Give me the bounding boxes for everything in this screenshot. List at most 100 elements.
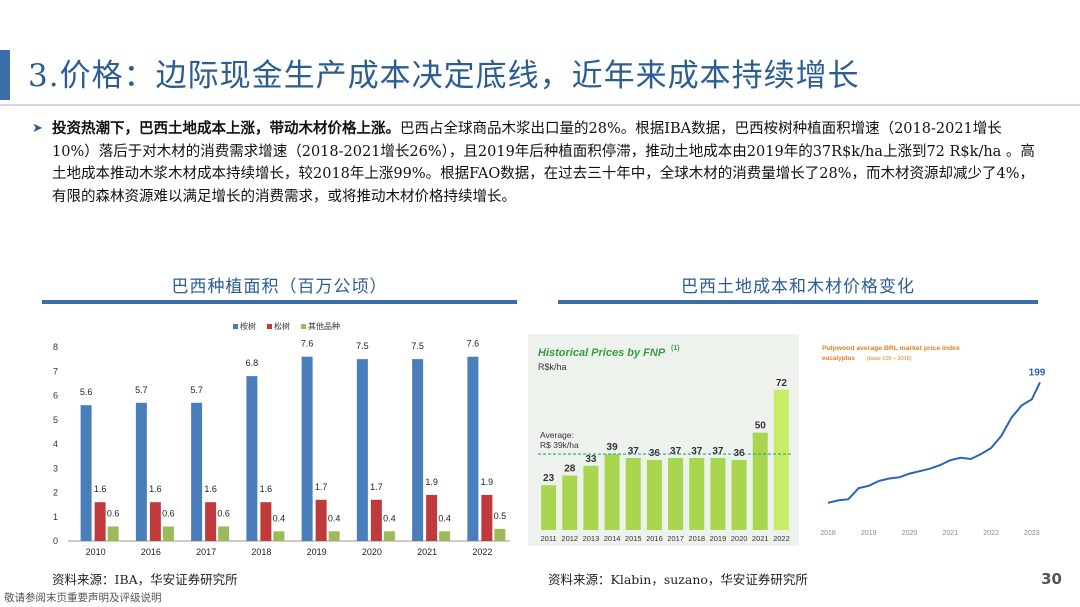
data-label: 1.6 (260, 484, 273, 494)
right-source: 资料来源：Klabin，suzano，华安证券研究所 (548, 572, 808, 587)
bar-其他品种-2020 (383, 531, 395, 541)
bar-桉树-2020 (356, 359, 368, 541)
y-tick-label: 2 (53, 488, 58, 498)
fnp-data-label: 23 (543, 473, 555, 484)
y-tick-label: 8 (53, 342, 58, 352)
pulpwood-index-chart: Pulpwood average BRL market price index e… (820, 345, 1046, 537)
body-lead: 投资热潮下，巴西土地成本上涨，带动木材价格上涨。 (52, 120, 400, 137)
legend-label: 松树 (274, 321, 290, 331)
index-end-label: 199 (1029, 367, 1046, 378)
y-tick-label: 7 (53, 366, 58, 376)
y-tick-label: 1 (53, 512, 58, 522)
x-tick-label: 2018 (251, 547, 271, 557)
body-paragraph: ➤ 投资热潮下，巴西土地成本上涨，带动木材价格上涨。巴西占全球商品木浆出口量的2… (32, 118, 1037, 208)
fnp-bar-2013 (583, 465, 599, 530)
data-label: 1.9 (425, 477, 438, 487)
bar-桉树-2016 (135, 402, 147, 541)
fnp-data-label: 37 (628, 446, 640, 457)
fnp-data-label: 36 (734, 448, 746, 459)
page-number: 30 (1041, 570, 1062, 588)
x-tick-label: 2020 (362, 547, 382, 557)
data-label: 0.4 (438, 513, 451, 523)
bar-桉树-2022 (467, 356, 479, 541)
y-tick-label: 4 (53, 439, 58, 449)
fnp-data-label: 72 (776, 378, 788, 389)
fnp-data-label: 36 (649, 448, 661, 459)
data-label: 1.7 (370, 482, 383, 492)
bar-其他品种-2022 (494, 528, 506, 541)
fnp-x-tick-label: 2011 (541, 534, 557, 543)
x-tick-label: 2010 (86, 547, 106, 557)
data-label: 1.6 (94, 484, 107, 494)
fnp-bar-2014 (604, 454, 620, 530)
fnp-data-label: 50 (755, 421, 767, 432)
data-label: 0.4 (383, 513, 396, 523)
index-x-tick-label: 2023 (1024, 530, 1040, 537)
y-tick-label: 6 (53, 391, 58, 401)
y-tick-label: 3 (53, 463, 58, 473)
bar-桉树-2010 (80, 405, 92, 541)
fnp-chart-title: Historical Prices by FNP (538, 347, 666, 359)
index-x-tick-label: 2022 (983, 530, 999, 537)
fnp-unit-label: R$k/ha (538, 362, 567, 372)
x-tick-label: 2022 (472, 547, 492, 557)
legend-label: 桉树 (240, 321, 256, 331)
bar-其他品种-2018 (273, 531, 285, 541)
index-chart-subtitle: eucalyptus (822, 355, 855, 362)
data-label: 7.5 (356, 341, 369, 351)
fnp-x-tick-label: 2018 (688, 534, 705, 543)
data-label: 0.6 (107, 508, 120, 518)
right-section-rule (558, 300, 1038, 304)
fnp-x-tick-label: 2022 (773, 534, 790, 543)
fnp-bar-2018 (689, 457, 705, 530)
planted-area-chart: 0 1 2 3 4 5 6 7 8 5.6 1.6 0.6 2010 5.7 1.6 0.6 2016 5.7 1.… (53, 321, 510, 557)
left-section-title: 巴西种植面积（百万公顷） (171, 277, 388, 297)
bar-桉树-2019 (301, 356, 313, 541)
data-label: 7.6 (301, 339, 314, 349)
legend-swatch (301, 324, 306, 329)
fnp-bar-2022 (773, 389, 789, 530)
bar-其他品种-2016 (162, 526, 174, 541)
bar-松树-2021 (426, 494, 438, 541)
index-x-tick-label: 2018 (820, 530, 836, 537)
fnp-x-tick-label: 2016 (646, 534, 663, 543)
bar-其他品种-2010 (107, 526, 119, 541)
bar-桉树-2017 (191, 402, 203, 541)
data-label: 0.6 (162, 508, 175, 518)
right-section-title: 巴西土地成本和木材价格变化 (681, 277, 915, 297)
data-label: 5.7 (135, 385, 148, 395)
bar-松树-2018 (260, 502, 272, 541)
bar-其他品种-2021 (439, 531, 451, 541)
fnp-data-label: 37 (670, 446, 682, 457)
footer-disclaimer: 敬请参阅末页重要声明及评级说明 (4, 592, 162, 604)
bar-松树-2020 (370, 499, 382, 541)
data-label: 0.4 (273, 513, 286, 523)
bar-松树-2022 (481, 494, 493, 541)
page-title: 3.价格：边际现金生产成本决定底线，近年来成本持续增长 (28, 58, 860, 94)
fnp-data-label: 39 (607, 442, 619, 453)
bar-松树-2017 (205, 502, 217, 541)
bar-松树-2010 (94, 502, 106, 541)
bar-其他品种-2019 (328, 531, 340, 541)
fnp-bar-2016 (646, 459, 662, 530)
data-label: 0.5 (494, 511, 507, 521)
index-chart-title: Pulpwood average BRL market price index (822, 345, 960, 352)
data-label: 7.5 (411, 341, 424, 351)
fnp-x-tick-label: 2020 (731, 534, 748, 543)
triangle-right-icon: ➤ (32, 121, 43, 136)
fnp-bar-2012 (562, 475, 578, 530)
fnp-x-tick-label: 2019 (710, 534, 727, 543)
fnp-data-label: 28 (564, 463, 576, 474)
fnp-data-label: 37 (712, 446, 724, 457)
fnp-x-tick-label: 2017 (667, 534, 684, 543)
index-x-tick-label: 2020 (902, 530, 918, 537)
fnp-bar-2020 (731, 459, 747, 530)
fnp-bar-2017 (668, 457, 684, 530)
bar-桉树-2021 (412, 359, 424, 541)
data-label: 6.8 (246, 358, 259, 368)
data-label: 1.6 (204, 484, 217, 494)
x-tick-label: 2016 (141, 547, 161, 557)
x-tick-label: 2021 (417, 547, 437, 557)
fnp-x-tick-label: 2012 (561, 534, 578, 543)
data-label: 0.4 (328, 513, 341, 523)
